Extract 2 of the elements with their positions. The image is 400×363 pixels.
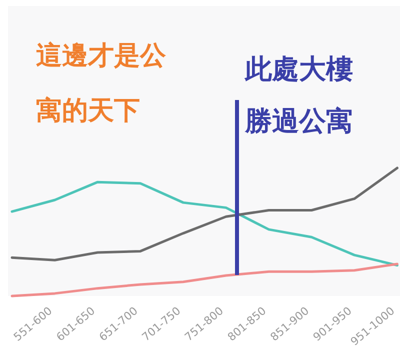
text: 這邊才是公寓的天下 [36, 41, 167, 126]
text: 此處大樓勝過公寓 [244, 54, 353, 137]
